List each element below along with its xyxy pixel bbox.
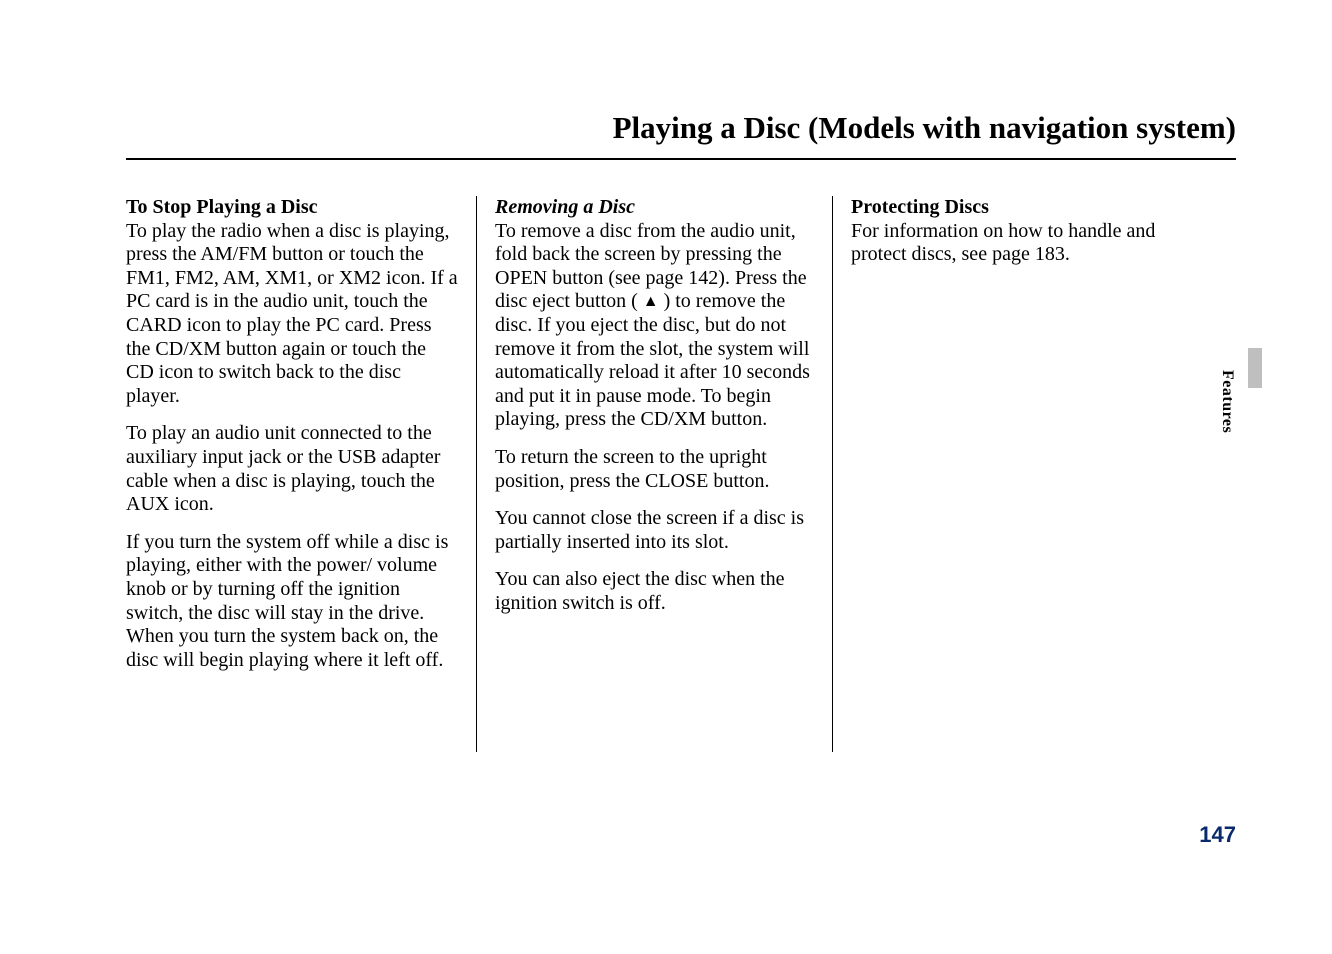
page-title: Playing a Disc (Models with navigation s…: [126, 110, 1236, 156]
content-columns: To Stop Playing a Disc To play the radio…: [126, 196, 1188, 752]
header-rule: [126, 158, 1236, 160]
column-2: Removing a Disc To remove a disc from th…: [476, 196, 832, 752]
para-removing-disc: Removing a Disc To remove a disc from th…: [495, 196, 814, 432]
manual-page: Playing a Disc (Models with navigation s…: [0, 0, 1332, 954]
text-protecting-discs: For information on how to handle and pro…: [851, 220, 1155, 266]
para-return-screen: To return the screen to the upright posi…: [495, 446, 814, 493]
side-tab-label: Features: [1218, 370, 1236, 433]
side-tab-bar: [1248, 348, 1262, 388]
column-1: To Stop Playing a Disc To play the radio…: [126, 196, 476, 752]
para-eject-off: You can also eject the disc when the ign…: [495, 568, 814, 615]
para-stop-playing: To Stop Playing a Disc To play the radio…: [126, 196, 458, 408]
para-protecting-discs: Protecting Discs For information on how …: [851, 196, 1188, 267]
page-header: Playing a Disc (Models with navigation s…: [126, 110, 1236, 160]
page-number: 147: [1199, 822, 1236, 848]
para-cannot-close: You cannot close the screen if a disc is…: [495, 507, 814, 554]
heading-stop-playing: To Stop Playing a Disc: [126, 196, 318, 218]
eject-icon: ▲: [643, 293, 659, 312]
para-aux: To play an audio unit connected to the a…: [126, 422, 458, 516]
heading-removing-disc: Removing a Disc: [495, 196, 635, 218]
side-tab: Features: [1218, 370, 1236, 433]
text-stop-playing: To play the radio when a disc is playing…: [126, 220, 458, 407]
para-system-off: If you turn the system off while a disc …: [126, 531, 458, 673]
column-3: Protecting Discs For information on how …: [832, 196, 1188, 752]
heading-protecting-discs: Protecting Discs: [851, 196, 989, 218]
